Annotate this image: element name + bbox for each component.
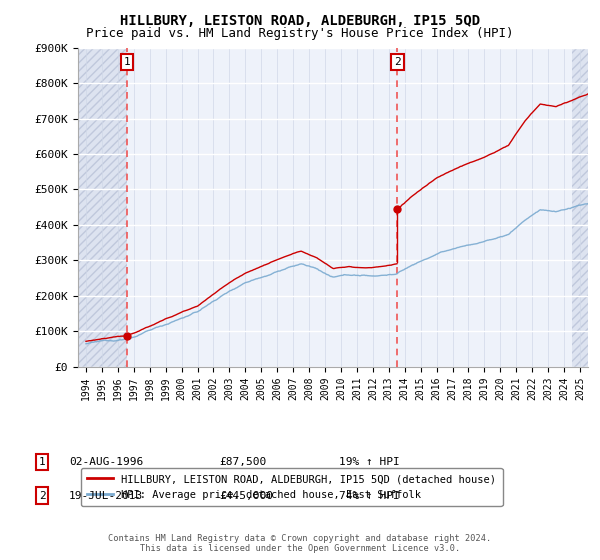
Bar — [572, 48, 588, 367]
Text: 2: 2 — [38, 491, 46, 501]
Text: 2: 2 — [394, 57, 401, 67]
Text: £87,500: £87,500 — [219, 457, 266, 467]
Text: 02-AUG-1996: 02-AUG-1996 — [69, 457, 143, 467]
Text: 19-JUL-2013: 19-JUL-2013 — [69, 491, 143, 501]
Text: Contains HM Land Registry data © Crown copyright and database right 2024.
This d: Contains HM Land Registry data © Crown c… — [109, 534, 491, 553]
Text: Price paid vs. HM Land Registry's House Price Index (HPI): Price paid vs. HM Land Registry's House … — [86, 27, 514, 40]
Text: 74% ↑ HPI: 74% ↑ HPI — [339, 491, 400, 501]
Text: 1: 1 — [38, 457, 46, 467]
Legend: HILLBURY, LEISTON ROAD, ALDEBURGH, IP15 5QD (detached house), HPI: Average price: HILLBURY, LEISTON ROAD, ALDEBURGH, IP15 … — [80, 468, 503, 506]
Text: 1: 1 — [124, 57, 130, 67]
Text: 19% ↑ HPI: 19% ↑ HPI — [339, 457, 400, 467]
Text: £445,000: £445,000 — [219, 491, 273, 501]
Text: HILLBURY, LEISTON ROAD, ALDEBURGH, IP15 5QD: HILLBURY, LEISTON ROAD, ALDEBURGH, IP15 … — [120, 14, 480, 28]
Bar — [78, 48, 127, 367]
